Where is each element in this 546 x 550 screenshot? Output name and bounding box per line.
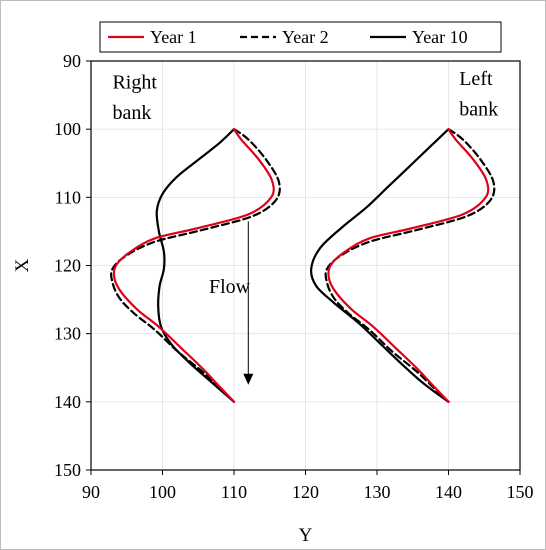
- x-tick-label: 120: [292, 482, 319, 502]
- x-tick-label: 130: [364, 482, 391, 502]
- series-line-year-2-right-bank: [110, 128, 281, 403]
- x-tick-label: 100: [149, 482, 176, 502]
- annotation-label: bank: [459, 99, 498, 121]
- y-tick-label: 90: [63, 51, 81, 71]
- annotation-label: bank: [112, 102, 151, 124]
- series-layer: [110, 128, 496, 403]
- series-line-year-10-left-bank: [309, 128, 450, 403]
- y-tick-label: 140: [54, 392, 81, 412]
- x-tick-label: 110: [221, 482, 247, 502]
- y-tick-label: 110: [55, 187, 81, 207]
- annotation-layer: Right bank Left bank Flow: [112, 68, 498, 385]
- x-tick-label: 150: [507, 482, 534, 502]
- legend: Year 1 Year 2 Year 10: [99, 21, 502, 53]
- y-tick-label: 130: [54, 324, 81, 344]
- annotation-label: Right: [112, 71, 157, 93]
- legend-label: Year 10: [412, 27, 468, 47]
- series-line-year-1-right-bank: [112, 128, 275, 403]
- y-tick-label: 120: [54, 256, 81, 276]
- flow-arrow-head: [243, 373, 254, 385]
- series-line-year-1-left-bank: [327, 128, 490, 403]
- y-tick-label: 150: [54, 460, 81, 480]
- y-axis-title: X: [12, 258, 33, 272]
- annotation-label: Left: [459, 68, 493, 90]
- series-line-year-2-left-bank: [324, 128, 496, 403]
- x-tick-label: 140: [435, 482, 462, 502]
- legend-box: [99, 21, 502, 53]
- x-axis-title: Y: [299, 525, 313, 546]
- legend-label: Year 1: [150, 27, 197, 47]
- annotation-label: Flow: [209, 276, 251, 298]
- y-tick-label: 100: [54, 119, 81, 139]
- legend-label: Year 2: [282, 27, 329, 47]
- x-tick-label: 90: [82, 482, 100, 502]
